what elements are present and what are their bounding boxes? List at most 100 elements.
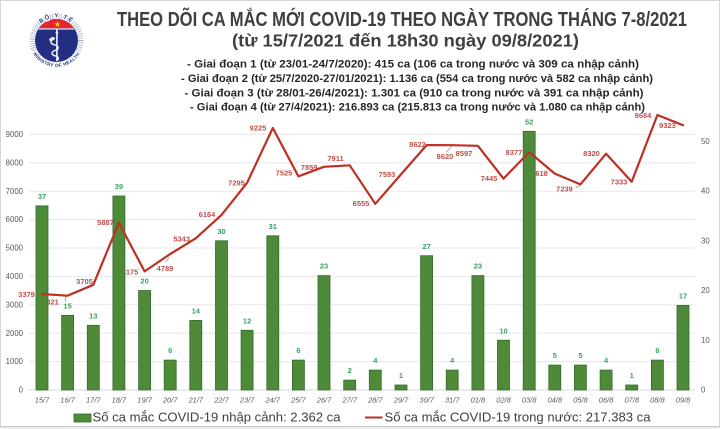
svg-text:7239: 7239 <box>556 185 573 194</box>
svg-text:20: 20 <box>140 277 148 286</box>
svg-text:8000: 8000 <box>6 158 24 167</box>
svg-text:17/7: 17/7 <box>86 396 101 405</box>
svg-text:4000: 4000 <box>6 272 24 281</box>
svg-text:3321: 3321 <box>42 298 59 307</box>
svg-text:5343: 5343 <box>173 235 190 244</box>
svg-text:30/7: 30/7 <box>419 396 434 405</box>
svg-text:02/8: 02/8 <box>496 396 511 405</box>
svg-text:8377: 8377 <box>506 148 523 157</box>
svg-text:8620: 8620 <box>437 152 454 161</box>
svg-text:23/7: 23/7 <box>239 396 255 405</box>
svg-text:8622: 8622 <box>409 140 426 149</box>
svg-text:19/7: 19/7 <box>137 396 152 405</box>
svg-text:06/8: 06/8 <box>599 396 614 405</box>
svg-text:29/7: 29/7 <box>393 396 409 405</box>
svg-text:7525: 7525 <box>276 168 293 177</box>
svg-text:10: 10 <box>499 326 507 335</box>
svg-text:31: 31 <box>269 222 277 231</box>
svg-text:- Giai đoạn 3 (từ 28/01-26/4/2: - Giai đoạn 3 (từ 28/01-26/4/2021): 1.30… <box>185 87 644 99</box>
svg-text:16/7: 16/7 <box>60 396 75 405</box>
svg-text:9684: 9684 <box>635 111 653 120</box>
svg-text:27: 27 <box>422 242 430 251</box>
svg-text:6000: 6000 <box>6 215 24 224</box>
svg-text:1: 1 <box>399 371 403 380</box>
svg-text:39: 39 <box>115 182 123 191</box>
svg-text:3705: 3705 <box>76 277 93 286</box>
svg-text:0: 0 <box>19 386 24 395</box>
svg-text:7295: 7295 <box>228 179 245 188</box>
svg-text:4: 4 <box>373 356 378 365</box>
svg-text:4175: 4175 <box>122 268 139 277</box>
svg-text:30: 30 <box>217 227 225 236</box>
svg-text:THEO DÕI CA MẮC MỚI COVID-19 T: THEO DÕI CA MẮC MỚI COVID-19 THEO NGÀY T… <box>117 7 687 31</box>
svg-text:7333: 7333 <box>611 178 628 187</box>
svg-text:09/8: 09/8 <box>676 396 691 405</box>
svg-text:50: 50 <box>701 137 710 146</box>
svg-text:1: 1 <box>630 371 634 380</box>
svg-text:7445: 7445 <box>481 174 498 183</box>
svg-text:08/8: 08/8 <box>650 396 665 405</box>
svg-text:- Giai đoạn 2 (từ 25/7/2020-27: - Giai đoạn 2 (từ 25/7/2020-27/01/2021):… <box>181 73 653 85</box>
svg-text:7859: 7859 <box>301 163 318 172</box>
svg-text:Số ca mắc COVID-19 nhập cảnh:: Số ca mắc COVID-19 nhập cảnh: 2.362 ca <box>93 410 342 425</box>
svg-text:6164: 6164 <box>199 210 217 219</box>
svg-text:9323: 9323 <box>659 121 676 130</box>
svg-text:24/7: 24/7 <box>264 396 280 405</box>
svg-text:9225: 9225 <box>250 124 267 133</box>
svg-text:27/7: 27/7 <box>341 396 357 405</box>
svg-text:05/8: 05/8 <box>573 396 588 405</box>
svg-text:22/7: 22/7 <box>213 396 229 405</box>
svg-text:31/7: 31/7 <box>445 396 460 405</box>
svg-text:14: 14 <box>192 307 201 316</box>
svg-text:17: 17 <box>679 292 687 301</box>
svg-text:6555: 6555 <box>353 199 370 208</box>
svg-text:28/7: 28/7 <box>367 396 383 405</box>
svg-text:15/7: 15/7 <box>35 396 50 405</box>
svg-text:7911: 7911 <box>327 154 343 163</box>
svg-text:13: 13 <box>89 311 97 320</box>
svg-text:15: 15 <box>63 302 71 311</box>
svg-text:5: 5 <box>578 351 582 360</box>
svg-text:25/7: 25/7 <box>290 396 306 405</box>
svg-text:4: 4 <box>604 356 609 365</box>
svg-text:40: 40 <box>701 187 710 196</box>
svg-text:(từ 15/7/2021 đến 18h30 ngày 0: (từ 15/7/2021 đến 18h30 ngày 09/8/2021) <box>232 31 579 51</box>
svg-text:2000: 2000 <box>6 329 24 338</box>
svg-text:01/8: 01/8 <box>471 396 486 405</box>
svg-text:Số ca mắc COVID-19 trong nước:: Số ca mắc COVID-19 trong nước: 217.383 c… <box>385 410 652 425</box>
svg-text:9000: 9000 <box>6 130 24 139</box>
svg-text:20/7: 20/7 <box>162 396 178 405</box>
svg-text:30: 30 <box>701 236 710 245</box>
svg-text:5000: 5000 <box>6 244 24 253</box>
svg-text:- Giai đoạn 1 (từ 23/01-24/7/2: - Giai đoạn 1 (từ 23/01-24/7/2020): 415 … <box>187 58 639 70</box>
svg-text:03/8: 03/8 <box>522 396 537 405</box>
svg-text:52: 52 <box>525 117 533 126</box>
svg-text:8597: 8597 <box>456 149 473 158</box>
svg-text:37: 37 <box>38 192 46 201</box>
svg-text:23: 23 <box>474 262 482 271</box>
svg-text:6: 6 <box>168 346 172 355</box>
svg-text:21/7: 21/7 <box>187 396 203 405</box>
svg-text:1000: 1000 <box>6 357 24 366</box>
svg-text:26/7: 26/7 <box>316 396 332 405</box>
svg-text:6: 6 <box>655 346 659 355</box>
svg-text:8320: 8320 <box>583 149 600 158</box>
svg-text:4: 4 <box>450 356 455 365</box>
svg-text:18/7: 18/7 <box>112 396 127 405</box>
svg-text:7593: 7593 <box>379 170 396 179</box>
svg-text:20: 20 <box>701 286 710 295</box>
svg-text:7618: 7618 <box>531 169 548 178</box>
svg-text:0: 0 <box>701 386 706 395</box>
svg-text:- Giai đoạn 4 (từ 27/4/2021):: - Giai đoạn 4 (từ 27/4/2021): 216.893 ca… <box>190 101 645 113</box>
svg-text:3000: 3000 <box>6 300 24 309</box>
svg-text:07/8: 07/8 <box>624 396 639 405</box>
svg-text:23: 23 <box>320 262 328 271</box>
svg-text:7000: 7000 <box>6 187 24 196</box>
svg-text:3379: 3379 <box>18 290 35 299</box>
svg-text:04/8: 04/8 <box>547 396 562 405</box>
svg-text:2: 2 <box>348 366 352 375</box>
svg-text:5887: 5887 <box>97 218 114 227</box>
svg-text:10: 10 <box>701 336 710 345</box>
svg-text:4789: 4789 <box>157 264 174 273</box>
svg-text:6: 6 <box>296 346 300 355</box>
